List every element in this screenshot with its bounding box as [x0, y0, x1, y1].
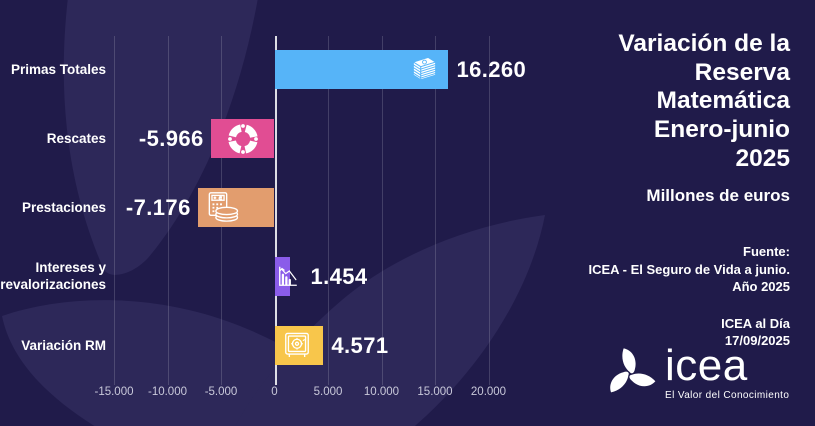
icea-pinwheel-icon: [610, 348, 656, 393]
value-label-rescates: -5.966: [138, 125, 204, 151]
category-label-rescates: Rescates: [46, 130, 106, 146]
source-note: Fuente: ICEA - El Seguro de Vida a junio…: [588, 244, 790, 295]
category-label-prestaciones: Prestaciones: [21, 199, 106, 215]
watermark-petal-top-left: [63, 0, 258, 275]
gridline: [114, 36, 115, 385]
safe-icon: [279, 328, 315, 364]
x-axis-tick-label: -5.000: [204, 386, 238, 398]
gridline: [381, 36, 383, 385]
publication-date: ICEA al Día 17/09/2025: [721, 315, 790, 349]
x-axis-tick-label: 0: [271, 386, 278, 398]
banknotes-icon: [406, 51, 443, 88]
icea-logo: icea El Valor del Conocimiento: [601, 342, 789, 406]
bar-chart: -15.000 -10.000 -5.000 0 5.000 10.000 15.000 20…: [0, 36, 527, 398]
category-label-variaci-n-rm: Variación RM: [21, 337, 106, 353]
gridline: [328, 36, 329, 385]
calculator-coins-icon: [202, 187, 244, 229]
x-axis-tick-label: -15.000: [94, 386, 134, 398]
value-label-primas-totales: 16.260: [456, 56, 527, 82]
zero-axis-line: [274, 36, 277, 385]
chart-units-subtitle: Millones de euros: [646, 186, 790, 206]
icea-logo-tagline: El Valor del Conocimiento: [665, 389, 790, 401]
page-title: Variación de la Reserva Matemática Enero…: [618, 30, 790, 172]
x-axis-tick-label: 15.000: [417, 386, 453, 398]
declining-chart-icon: [273, 262, 303, 292]
icea-logo-text: icea El Valor del Conocimiento: [665, 341, 790, 401]
x-axis-tick-label: 5.000: [313, 386, 343, 398]
lifebuoy-icon: [223, 119, 263, 159]
icea-logo-name: icea: [665, 341, 748, 391]
gridline: [488, 36, 490, 385]
x-axis-tick-label: 10.000: [363, 386, 400, 398]
gridline: [167, 36, 169, 385]
x-axis-tick-label: 20.000: [470, 386, 507, 398]
value-label-intereses-y-revalorizaciones: 1.454: [310, 263, 368, 289]
category-label-intereses-y-revalorizaciones: Intereses y revalorizaciones: [0, 259, 106, 293]
side-panel: Variación de la Reserva Matemática Enero…: [540, 30, 790, 350]
bar-prestaciones: [197, 188, 275, 227]
category-label-primas-totales: Primas Totales: [10, 61, 106, 77]
value-label-prestaciones: -7.176: [125, 194, 191, 220]
gridline: [435, 36, 436, 385]
value-label-variaci-n-rm: 4.571: [331, 332, 389, 358]
x-axis-tick-label: -10.000: [147, 386, 188, 398]
watermark-petal-center-right: [235, 215, 545, 426]
